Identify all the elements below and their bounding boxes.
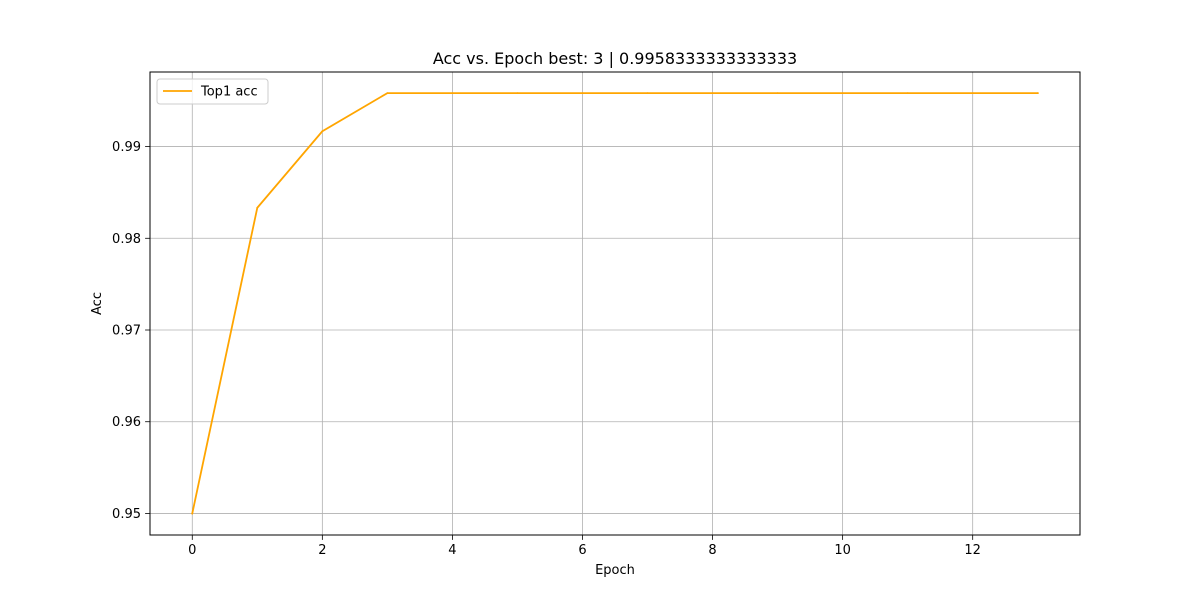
plot-frame <box>149 71 1081 536</box>
data-point <box>1036 92 1039 94</box>
x-tick-label: 2 <box>318 543 326 558</box>
data-point <box>776 92 779 94</box>
series-line-0 <box>191 92 1039 515</box>
y-axis-ticks: 0.95 0.96 0.97 0.98 0.99 <box>112 140 150 522</box>
data-point <box>321 130 324 133</box>
legend: Top1 acc <box>156 78 269 105</box>
data-point <box>256 206 259 209</box>
data-point <box>191 512 194 515</box>
x-tick-label: 6 <box>578 543 586 558</box>
legend-label: Top1 acc <box>200 85 258 100</box>
x-tick-label: 0 <box>188 543 196 558</box>
data-point <box>711 92 714 94</box>
y-axis-label: Acc <box>90 292 105 315</box>
data-point <box>516 92 519 94</box>
data-point <box>906 92 909 94</box>
y-tick-label: 0.99 <box>112 140 141 155</box>
data-point <box>971 92 974 94</box>
x-axis-ticks: 0 2 4 6 8 10 12 <box>188 535 981 558</box>
data-point <box>581 92 584 94</box>
data-point <box>451 92 454 94</box>
x-tick-label: 4 <box>448 543 456 558</box>
legend-box <box>156 78 269 105</box>
y-tick-label: 0.96 <box>112 415 141 430</box>
data-point <box>386 92 389 94</box>
x-tick-label: 12 <box>964 543 981 558</box>
grid <box>150 72 1080 535</box>
x-tick-label: 10 <box>834 543 851 558</box>
x-tick-label: 8 <box>708 543 716 558</box>
series-layer <box>191 92 1039 515</box>
data-point <box>841 92 844 94</box>
data-point <box>646 92 649 94</box>
y-tick-label: 0.95 <box>112 507 141 522</box>
x-axis-label: Epoch <box>595 563 635 578</box>
y-tick-label: 0.97 <box>112 324 141 339</box>
chart-title: Acc vs. Epoch best: 3 | 0.99583333333333… <box>433 49 797 68</box>
y-tick-label: 0.98 <box>112 232 141 247</box>
